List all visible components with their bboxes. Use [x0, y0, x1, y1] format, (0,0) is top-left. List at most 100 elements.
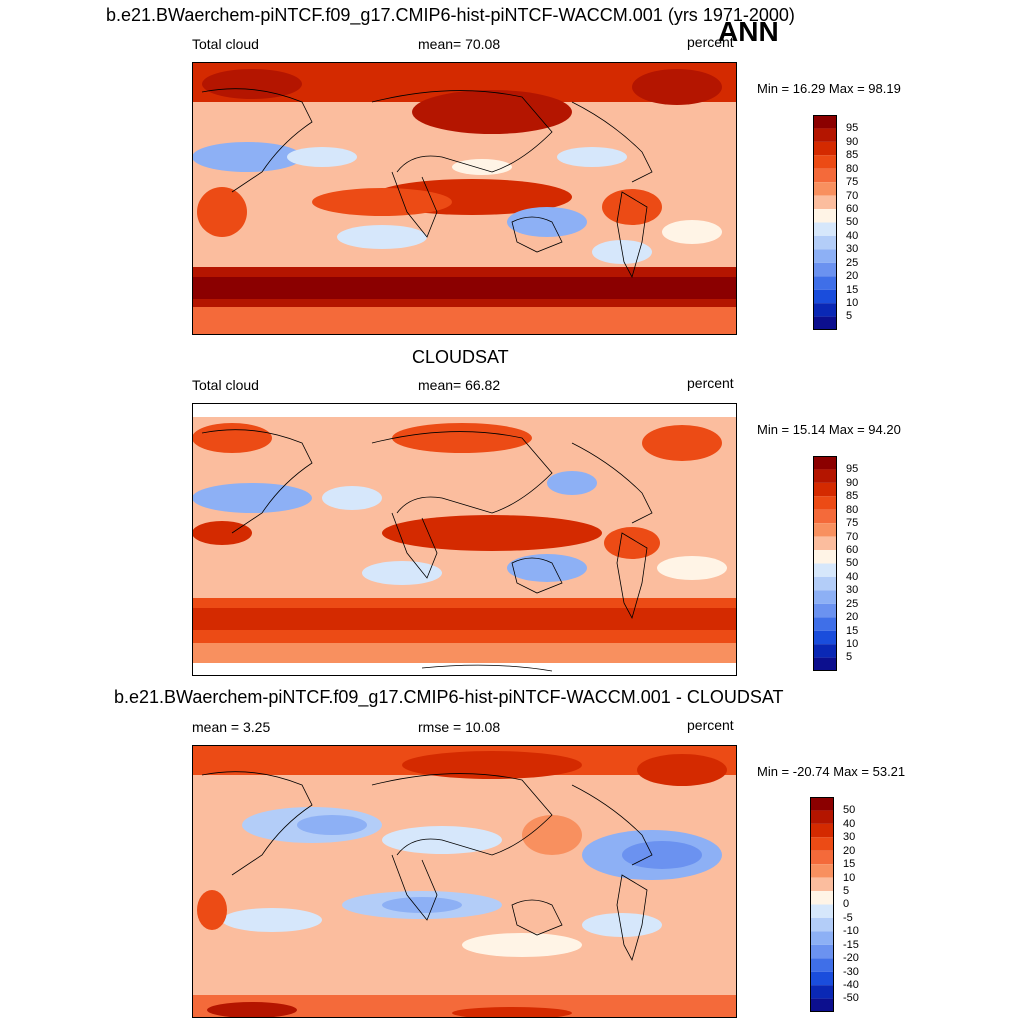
colorbar-swatch — [813, 262, 837, 277]
panel3-colorbar — [810, 797, 834, 1012]
colorbar-swatch — [813, 249, 837, 263]
colorbar-swatch — [810, 823, 834, 838]
colorbar-swatch — [813, 563, 837, 577]
panel2-left-label: Total cloud — [192, 377, 259, 393]
panel2-colorbar — [813, 456, 837, 671]
panel3-colorbar-label: -30 — [843, 966, 859, 978]
colorbar-swatch — [813, 603, 837, 618]
panel3-colorbar-label: 15 — [843, 858, 856, 870]
colorbar-swatch — [810, 810, 834, 824]
panel2-colorbar-label: 30 — [846, 584, 859, 596]
panel3-colorbar-label: -10 — [843, 925, 859, 937]
panel3-colorbar-label: 30 — [843, 831, 856, 843]
colorbar-swatch — [813, 195, 837, 210]
colorbar-swatch — [813, 590, 837, 604]
panel3-units-label: percent — [687, 717, 734, 733]
colorbar-swatch — [810, 877, 834, 892]
panel1-colorbar-label: 90 — [846, 136, 859, 148]
colorbar-swatch — [813, 168, 837, 183]
panel3-colorbar-label: -20 — [843, 952, 859, 964]
colorbar-swatch — [813, 316, 837, 330]
panel1-colorbar-label: 95 — [846, 122, 859, 134]
panel1-colorbar-label: 15 — [846, 284, 859, 296]
panel1-colorbar-label: 60 — [846, 203, 859, 215]
colorbar-swatch — [813, 276, 837, 290]
colorbar-swatch — [810, 917, 834, 932]
panel1-minmax-label: Min = 16.29 Max = 98.19 — [757, 81, 901, 96]
colorbar-swatch — [813, 289, 837, 304]
panel1-colorbar-label: 10 — [846, 297, 859, 309]
panel1-colorbar-label: 70 — [846, 190, 859, 202]
colorbar-swatch — [813, 222, 837, 236]
colorbar-swatch — [810, 904, 834, 918]
colorbar-swatch — [813, 576, 837, 591]
panel2-map — [192, 403, 737, 676]
panel2-mean-label: mean= 66.82 — [418, 377, 501, 393]
panel3-map — [192, 745, 737, 1018]
colorbar-swatch — [813, 155, 837, 169]
colorbar-swatch — [813, 523, 837, 537]
colorbar-swatch — [810, 837, 834, 851]
colorbar-swatch — [813, 182, 837, 196]
panel1-colorbar-label: 30 — [846, 243, 859, 255]
panel3-colorbar-label: 0 — [843, 898, 850, 910]
panel2-minmax-label: Min = 15.14 Max = 94.20 — [757, 422, 901, 437]
colorbar-swatch — [813, 536, 837, 551]
colorbar-swatch — [813, 617, 837, 631]
panel1-colorbar-label: 80 — [846, 163, 859, 175]
panel1-colorbar-label: 75 — [846, 176, 859, 188]
panel3-colorbar-label: 10 — [843, 872, 856, 884]
panel2-colorbar-label: 10 — [846, 638, 859, 650]
colorbar-swatch — [813, 550, 837, 564]
season-label: ANN — [718, 16, 779, 47]
panel1-mean-label: mean= 70.08 — [418, 36, 501, 52]
panel3-colorbar-label: -5 — [843, 912, 853, 924]
panel3-colorbar-label: 50 — [843, 804, 856, 816]
panel3-colorbar-label: 20 — [843, 845, 856, 857]
colorbar-swatch — [813, 509, 837, 524]
colorbar-swatch — [813, 456, 837, 470]
panel1-colorbar-label: 40 — [846, 230, 859, 242]
colorbar-swatch — [810, 797, 834, 811]
panel1-left-label: Total cloud — [192, 36, 259, 52]
panel1-colorbar-label: 20 — [846, 270, 859, 282]
colorbar-swatch — [810, 891, 834, 905]
panel3-title: b.e21.BWaerchem-piNTCF.f09_g17.CMIP6-his… — [114, 687, 784, 707]
panel3-mean-label: mean = 3.25 — [192, 719, 271, 735]
colorbar-swatch — [813, 209, 837, 223]
panel2-colorbar-label: 40 — [846, 571, 859, 583]
panel2-colorbar-label: 50 — [846, 557, 859, 569]
colorbar-swatch — [810, 864, 834, 878]
colorbar-swatch — [813, 630, 837, 645]
colorbar-swatch — [813, 657, 837, 671]
panel3-colorbar-label: -50 — [843, 992, 859, 1004]
panel2-colorbar-label: 70 — [846, 531, 859, 543]
colorbar-swatch — [813, 482, 837, 497]
colorbar-swatch — [810, 958, 834, 972]
panel2-colorbar-label: 90 — [846, 477, 859, 489]
panel2-units-label: percent — [687, 375, 734, 391]
panel2-colorbar-label: 20 — [846, 611, 859, 623]
panel1-colorbar-label: 85 — [846, 149, 859, 161]
colorbar-swatch — [810, 985, 834, 999]
panel2-colorbar-label: 85 — [846, 490, 859, 502]
main-title: b.e21.BWaerchem-piNTCF.f09_g17.CMIP6-his… — [106, 5, 795, 25]
panel3-colorbar-label: 40 — [843, 818, 856, 830]
colorbar-swatch — [813, 496, 837, 510]
panel1-colorbar-label: 50 — [846, 216, 859, 228]
panel2-colorbar-label: 75 — [846, 517, 859, 529]
panel3-colorbar-label: 5 — [843, 885, 850, 897]
colorbar-swatch — [813, 115, 837, 129]
panel2-colorbar-label: 15 — [846, 625, 859, 637]
panel3-minmax-label: Min = -20.74 Max = 53.21 — [757, 764, 906, 779]
panel2-title: CLOUDSAT — [412, 347, 509, 367]
colorbar-swatch — [813, 141, 837, 156]
colorbar-swatch — [810, 850, 834, 865]
panel3-rmse-label: rmse = 10.08 — [418, 719, 501, 735]
panel2-colorbar-label: 5 — [846, 651, 853, 663]
panel2-colorbar-label: 60 — [846, 544, 859, 556]
colorbar-swatch — [813, 644, 837, 658]
colorbar-swatch — [813, 469, 837, 483]
panel1-colorbar — [813, 115, 837, 330]
panel2-colorbar-label: 25 — [846, 598, 859, 610]
